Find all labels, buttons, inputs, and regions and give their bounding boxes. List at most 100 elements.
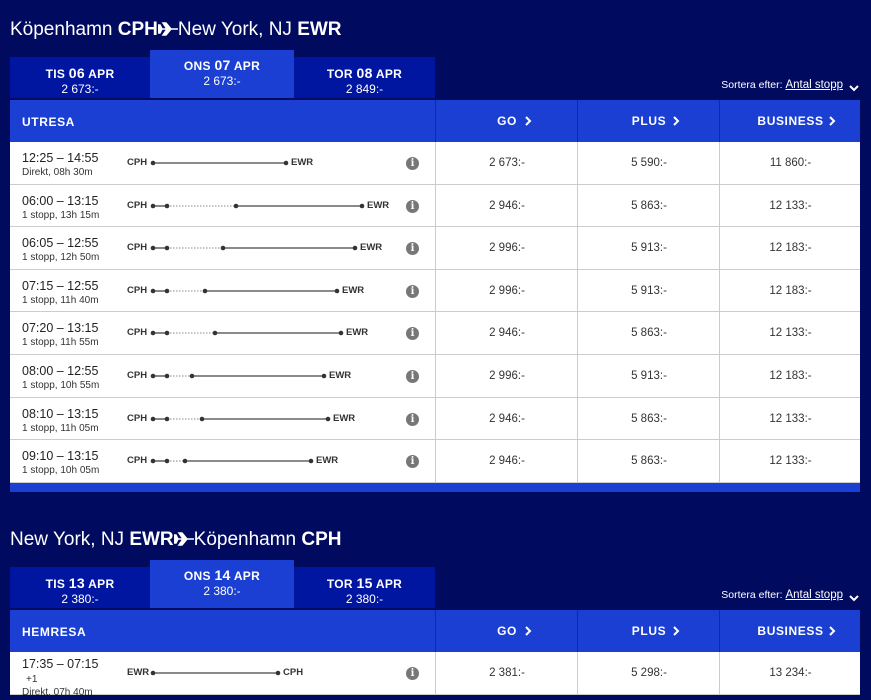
price-cell[interactable]: 5 298:-	[577, 652, 720, 694]
info-icon[interactable]: i	[406, 370, 419, 383]
flight-row[interactable]: 06:05 – 12:55 1 stopp, 12h 50m CPH EWR i 2 99…	[10, 227, 860, 270]
price-cell[interactable]: 5 590:-	[577, 142, 720, 184]
price-cell[interactable]: 2 946:-	[435, 184, 578, 227]
price-cell[interactable]: 13 234:-	[719, 652, 861, 694]
stop-dot	[164, 416, 170, 421]
price-cell[interactable]: 2 996:-	[435, 227, 578, 269]
class-header[interactable]: PLUS	[577, 610, 720, 652]
shape	[849, 595, 859, 602]
info-icon[interactable]: i	[406, 455, 419, 469]
flight-row[interactable]: 06:00 – 13:15 1 stopp, 13h 15m CPH EWR i 2 94…	[10, 184, 861, 228]
info-icon[interactable]: i	[406, 327, 419, 341]
price-cell[interactable]: 12 133:-	[719, 184, 861, 227]
chevron	[525, 116, 532, 126]
class-header[interactable]: GO	[435, 100, 578, 142]
sort-control[interactable]: Sortera efter: Antal stopp	[721, 79, 843, 91]
price-cell[interactable]: 2 946:-	[435, 440, 578, 482]
tab-day: ONS	[183, 569, 211, 583]
tab-price: 2 380:-	[345, 592, 384, 606]
shape	[156, 22, 178, 36]
to-city: Köpenhamn	[193, 529, 297, 550]
class-name: PLUS	[631, 114, 667, 128]
tab-month: APR	[233, 569, 261, 583]
price-cell[interactable]: 12 133:-	[719, 440, 861, 482]
flight-row[interactable]: 17:35 – 07:15 +1 Direkt, 07h 40m EWR CPH i 2 3…	[10, 652, 861, 698]
class-header[interactable]: BUSINESS	[719, 610, 861, 652]
tab-day: TIS	[45, 577, 66, 591]
chevron	[673, 626, 680, 636]
info-icon[interactable]: i	[406, 242, 419, 256]
info-icon[interactable]: i	[406, 284, 419, 298]
price-cell[interactable]: 12 183:-	[719, 269, 861, 312]
info-icon[interactable]: i	[406, 199, 419, 213]
destination-code: EWR	[316, 455, 339, 467]
flight-time: 08:00 – 12:55	[22, 364, 99, 378]
tab-day-number: 13	[68, 575, 85, 591]
price-cell[interactable]: 5 913:-	[577, 269, 720, 312]
price-cell[interactable]: 11 860:-	[719, 142, 861, 184]
stop-dot	[283, 160, 289, 166]
flight-info: 1 stopp, 10h 55m	[22, 380, 100, 391]
chevron	[849, 595, 859, 602]
to-city: New York, NJ	[177, 19, 292, 40]
date-tab[interactable]: TIS 06 APR 2 673:-	[10, 57, 150, 98]
flight-row[interactable]: 08:10 – 13:15 1 stopp, 11h 05m CPH EWR i 2 94…	[10, 397, 861, 441]
price-cell[interactable]: 12 183:-	[719, 355, 861, 397]
class-header[interactable]: BUSINESS	[719, 100, 861, 142]
price: 5 913:-	[631, 284, 667, 297]
price-cell[interactable]: 2 946:-	[435, 397, 578, 440]
destination-code: EWR	[291, 157, 314, 168]
flight-row[interactable]: 07:20 – 13:15 1 stopp, 11h 55m CPH EWR i 2 94…	[10, 312, 860, 355]
flight-row[interactable]: 08:00 – 12:55 1 stopp, 10h 55m CPH EWR i 2 99…	[10, 355, 860, 398]
price: 5 913:-	[631, 370, 667, 382]
from-code: EWR	[129, 529, 174, 550]
info-icon[interactable]: i	[406, 412, 419, 426]
price-cell[interactable]: 5 863:-	[577, 397, 720, 440]
stop-dot	[233, 203, 239, 208]
date-tab[interactable]: TOR 15 APR 2 380:-	[294, 567, 435, 608]
price-cell[interactable]: 12 133:-	[719, 397, 861, 440]
price: 5 913:-	[631, 242, 667, 255]
info-icon[interactable]: i	[406, 157, 419, 170]
origin-code: CPH	[127, 242, 148, 254]
flight-row[interactable]: 09:10 – 13:15 1 stopp, 10h 05m CPH EWR i 2 94…	[10, 440, 860, 483]
price-cell[interactable]: 5 913:-	[577, 355, 720, 397]
flight-info: Direkt, 07h 40m	[22, 687, 93, 698]
date-tab[interactable]: ONS 07 APR 2 673:-	[150, 50, 294, 98]
flight-row[interactable]: 12:25 – 14:55 Direkt, 08h 30m CPH EWR i 2 673…	[10, 142, 860, 185]
flight-row[interactable]: 07:15 – 12:55 1 stopp, 11h 40m CPH EWR i 2 99…	[10, 269, 861, 313]
price-cell[interactable]: 2 996:-	[435, 355, 578, 397]
price-cell[interactable]: 5 863:-	[577, 184, 720, 227]
class-header[interactable]: GO	[435, 610, 578, 652]
stop-dot	[164, 245, 170, 251]
tab-day-number: 15	[356, 575, 373, 591]
info-icon[interactable]: i	[406, 667, 419, 680]
route-line	[150, 245, 358, 251]
stop-dot	[359, 203, 365, 208]
price-cell[interactable]: 2 996:-	[435, 269, 578, 312]
price-cell[interactable]: 2 946:-	[435, 312, 578, 354]
date-tab[interactable]: TIS 13 APR 2 380:-	[10, 567, 150, 608]
price-cell[interactable]: 2 381:-	[435, 652, 578, 694]
class-header[interactable]: PLUS	[577, 100, 720, 142]
shape	[673, 626, 680, 636]
class-name: PLUS	[631, 624, 667, 638]
price-cell[interactable]: 12 183:-	[719, 227, 861, 269]
class-name: GO	[497, 624, 517, 638]
price-cell[interactable]: 5 913:-	[577, 227, 720, 269]
tab-day: TIS	[45, 67, 66, 81]
origin-code: CPH	[127, 412, 148, 424]
stop-dot	[202, 288, 208, 294]
price-cell[interactable]: 12 133:-	[719, 312, 861, 354]
price-cell[interactable]: 5 863:-	[577, 440, 720, 482]
stop-dot	[164, 458, 170, 464]
sort-control[interactable]: Sortera efter: Antal stopp	[721, 589, 843, 601]
price-cell[interactable]: 2 673:-	[435, 142, 578, 184]
route-line	[150, 373, 327, 379]
date-tab[interactable]: ONS 14 APR 2 380:-	[150, 560, 294, 608]
stop-dot	[164, 288, 170, 294]
price: 2 381:-	[489, 667, 525, 679]
stop-dot	[150, 245, 156, 251]
date-tab[interactable]: TOR 08 APR 2 849:-	[294, 57, 435, 98]
price-cell[interactable]: 5 863:-	[577, 312, 720, 354]
